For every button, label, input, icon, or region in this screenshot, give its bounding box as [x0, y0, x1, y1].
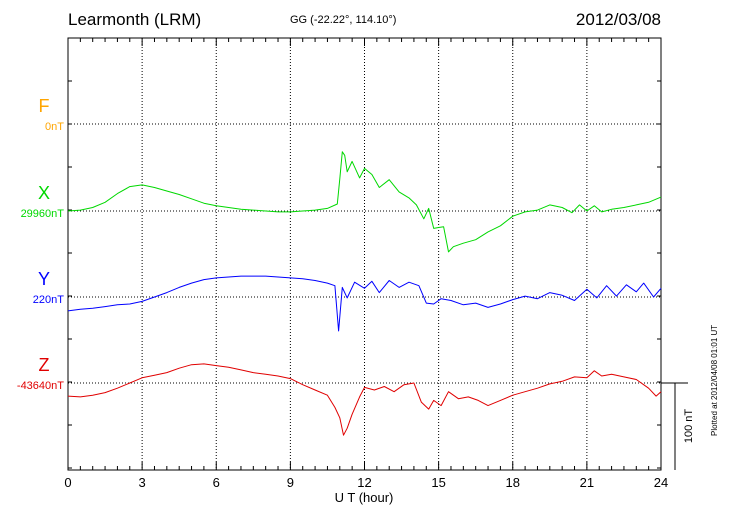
station-coordinates: GG (-22.22°, 114.10°)	[290, 14, 397, 26]
x-tick-label: 21	[580, 475, 594, 490]
series-group	[67, 151, 662, 436]
station-title: Learmonth (LRM)	[68, 10, 202, 29]
x-tick-label: 12	[357, 475, 371, 490]
series-name-f: F	[39, 96, 50, 116]
x-axis-label: U T (hour)	[335, 490, 394, 505]
x-tick-label: 9	[287, 475, 294, 490]
series-baseline-x: 29960nT	[21, 208, 65, 220]
x-axis-ticks: 0 3 6 9 12 15 18 21 24	[64, 38, 668, 490]
series-line-y	[67, 275, 662, 332]
scale-bar: 100 nT	[661, 382, 695, 470]
series-baseline-y: 220nT	[33, 294, 64, 306]
series-name-z: Z	[39, 355, 50, 375]
x-tick-label: 24	[654, 475, 668, 490]
series-name-x: X	[38, 183, 50, 203]
series-line-x	[67, 151, 662, 253]
series-name-y: Y	[38, 269, 50, 289]
series-labels: F 0nT X 29960nT Y 220nT Z -43640nT	[17, 96, 64, 392]
scale-bar-label: 100 nT	[683, 409, 695, 444]
x-tick-label: 0	[64, 475, 71, 490]
x-tick-label: 3	[139, 475, 146, 490]
chart-date: 2012/03/08	[575, 10, 661, 29]
grid	[68, 38, 661, 470]
series-baseline-f: 0nT	[45, 121, 64, 133]
series-baseline-z: -43640nT	[17, 380, 64, 392]
x-tick-label: 15	[431, 475, 445, 490]
x-tick-label: 6	[213, 475, 220, 490]
x-tick-label: 18	[506, 475, 520, 490]
series-line-z	[67, 363, 662, 436]
